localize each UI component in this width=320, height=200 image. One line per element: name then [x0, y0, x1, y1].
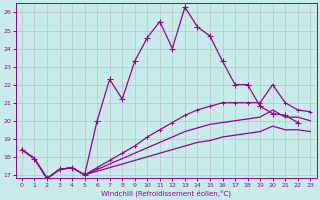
X-axis label: Windchill (Refroidissement éolien,°C): Windchill (Refroidissement éolien,°C)	[101, 189, 231, 197]
